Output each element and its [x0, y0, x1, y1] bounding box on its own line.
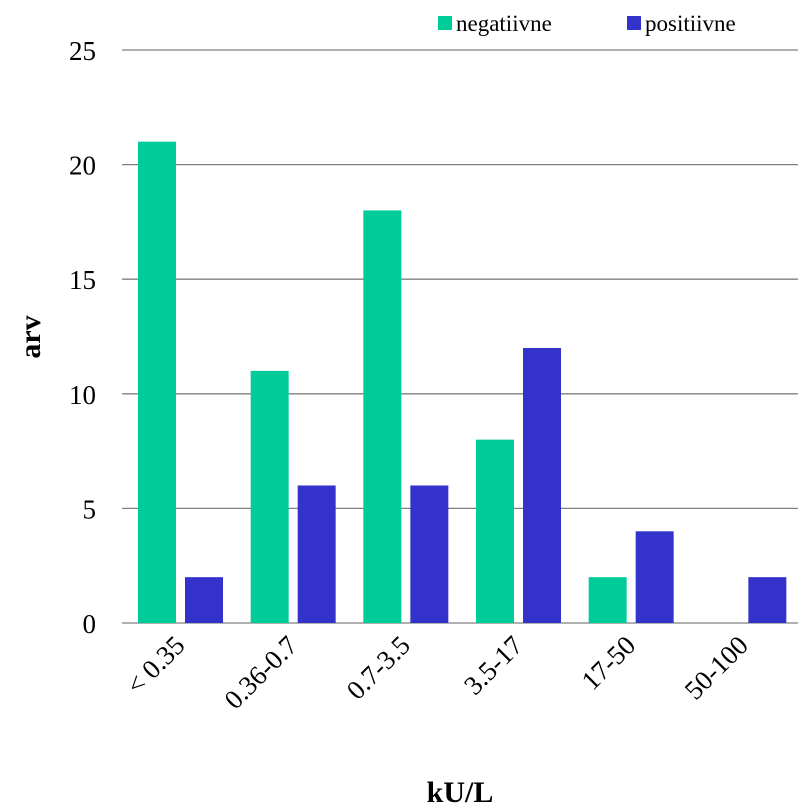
bar-negatiivne-3 — [476, 439, 514, 623]
bar-negatiivne-4 — [588, 577, 627, 623]
bar-positiivne-1 — [297, 485, 336, 623]
y-tick-label-0: 0 — [83, 609, 97, 639]
legend-label-negatiivne: negatiivne — [456, 11, 552, 36]
y-tick-label-25: 25 — [69, 36, 96, 66]
y-tick-label-5: 5 — [83, 494, 97, 524]
bar-positiivne-4 — [635, 531, 674, 623]
bar-negatiivne-1 — [250, 370, 289, 623]
bar-negatiivne-2 — [363, 210, 402, 623]
y-axis-title: arv — [14, 315, 47, 358]
bar-positiivne-2 — [410, 485, 449, 623]
bars — [138, 141, 787, 623]
bar-positiivne-3 — [523, 347, 561, 623]
legend-swatch-positiivne — [627, 16, 641, 30]
legend: negatiivne positiivne — [438, 11, 736, 36]
gridlines — [122, 49, 798, 624]
x-tick-label-0: < 0.35 — [120, 630, 190, 700]
x-tick-label-4: 17-50 — [575, 630, 641, 696]
x-tick-label-3: 3.5-17 — [458, 630, 529, 701]
legend-label-positiivne: positiivne — [645, 11, 736, 36]
x-tick-label-5: 50-100 — [679, 630, 754, 705]
legend-swatch-negatiivne — [438, 16, 452, 30]
x-tick-labels: < 0.35 0.36-0.7 0.7-3.5 3.5-17 17-50 50-100 — [120, 630, 754, 715]
y-tick-label-10: 10 — [69, 380, 96, 410]
x-tick-label-2: 0.7-3.5 — [341, 630, 416, 705]
bar-negatiivne-0 — [138, 141, 176, 623]
x-tick-label-1: 0.36-0.7 — [218, 630, 303, 715]
y-tick-label-20: 20 — [69, 151, 96, 181]
y-tick-label-15: 15 — [69, 265, 96, 295]
bar-positiivne-5 — [748, 577, 787, 623]
x-axis-title: kU/L — [427, 776, 494, 809]
bar-positiivne-0 — [185, 577, 223, 623]
y-tick-labels: 0 5 10 15 20 25 — [69, 36, 96, 639]
